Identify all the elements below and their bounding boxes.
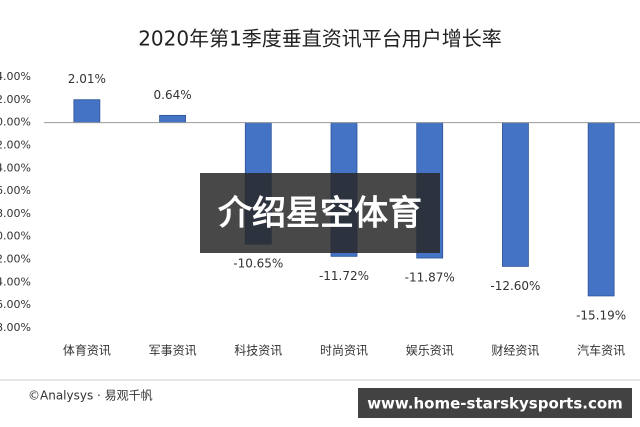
url-banner — [358, 388, 632, 418]
x-tick-label: 财经资讯 — [491, 344, 539, 358]
x-tick-label: 娱乐资讯 — [406, 344, 454, 358]
value-label: -10.65% — [233, 257, 283, 271]
value-label: 2.01% — [68, 72, 106, 86]
bar — [587, 122, 615, 297]
x-tick-label: 体育资讯 — [63, 343, 111, 358]
y-tick-label: -4.00% — [0, 161, 31, 174]
y-tick-label: -6.00% — [0, 184, 31, 197]
y-tick-label: -16.00% — [0, 298, 31, 311]
value-label: -11.87% — [405, 271, 455, 285]
y-tick-label: 2.00% — [0, 93, 31, 106]
chart-title: 2020年第1季度垂直资讯平台用户增长率 — [138, 27, 502, 51]
y-tick-label: -14.00% — [0, 275, 31, 288]
overlay-box — [200, 173, 440, 253]
value-label: 0.64% — [154, 88, 192, 102]
url-text: www.home-starskysports.com — [367, 395, 623, 413]
x-tick-label: 军事资讯 — [149, 344, 197, 358]
overlay-headline: 介绍星空体育 — [218, 194, 422, 234]
x-tick-label: 科技资讯 — [234, 344, 282, 358]
y-tick-label: 0.00% — [0, 116, 31, 129]
y-tick-label: 4.00% — [0, 70, 31, 83]
y-tick-label: -2.00% — [0, 138, 31, 151]
x-tick-label: 时尚资讯 — [320, 344, 368, 358]
y-tick-label: -12.00% — [0, 253, 31, 266]
y-tick-label: -18.00% — [0, 321, 31, 334]
bar — [502, 122, 529, 267]
source: ©Analysys · 易观千帆 — [28, 388, 153, 403]
value-label: -15.19% — [576, 308, 626, 322]
y-tick-label: -8.00% — [0, 207, 31, 220]
bar — [159, 114, 186, 124]
value-label: -12.60% — [490, 279, 540, 293]
x-tick-label: 汽车资讯 — [577, 343, 625, 358]
y-tick-label: -10.00% — [0, 230, 31, 243]
value-label: -11.72% — [319, 269, 369, 283]
bar — [73, 99, 101, 124]
